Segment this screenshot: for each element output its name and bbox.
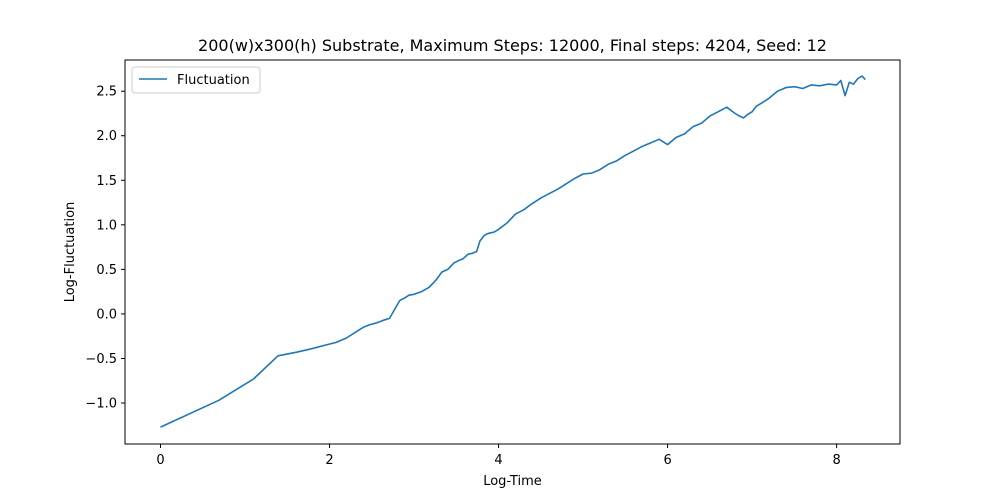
y-axis-label: Log-Fluctuation bbox=[63, 202, 78, 303]
plot-area: 0 2 4 6 8 −1.0 −0.5 0.0 0.5 1.0 1.5 2.0 2.5 bbox=[85, 59, 901, 468]
x-tick-label: 2 bbox=[325, 453, 333, 468]
x-axis: 0 2 4 6 8 bbox=[156, 444, 841, 468]
y-tick-label: 1.0 bbox=[96, 218, 117, 233]
y-tick-label: 0.5 bbox=[96, 263, 117, 278]
y-tick-label: 1.5 bbox=[96, 174, 117, 189]
y-tick-label: −0.5 bbox=[85, 352, 117, 367]
legend-label: Fluctuation bbox=[177, 73, 250, 88]
x-tick-label: 4 bbox=[494, 453, 502, 468]
x-axis-label: Log-Time bbox=[483, 474, 542, 489]
y-tick-label: −1.0 bbox=[85, 397, 117, 412]
legend: Fluctuation bbox=[131, 66, 261, 94]
series-line-fluctuation bbox=[160, 75, 866, 428]
legend-box bbox=[131, 66, 261, 94]
y-tick-label: 0.0 bbox=[96, 307, 117, 322]
x-tick-label: 6 bbox=[663, 453, 671, 468]
y-tick-label: 2.5 bbox=[96, 85, 117, 100]
chart-title: 200(w)x300(h) Substrate, Maximum Steps: … bbox=[198, 36, 827, 55]
x-tick-label: 0 bbox=[156, 453, 164, 468]
y-tick-label: 2.0 bbox=[96, 129, 117, 144]
x-tick-label: 8 bbox=[832, 453, 840, 468]
y-axis: −1.0 −0.5 0.0 0.5 1.0 1.5 2.0 2.5 bbox=[85, 85, 125, 412]
axes-frame bbox=[124, 59, 901, 445]
